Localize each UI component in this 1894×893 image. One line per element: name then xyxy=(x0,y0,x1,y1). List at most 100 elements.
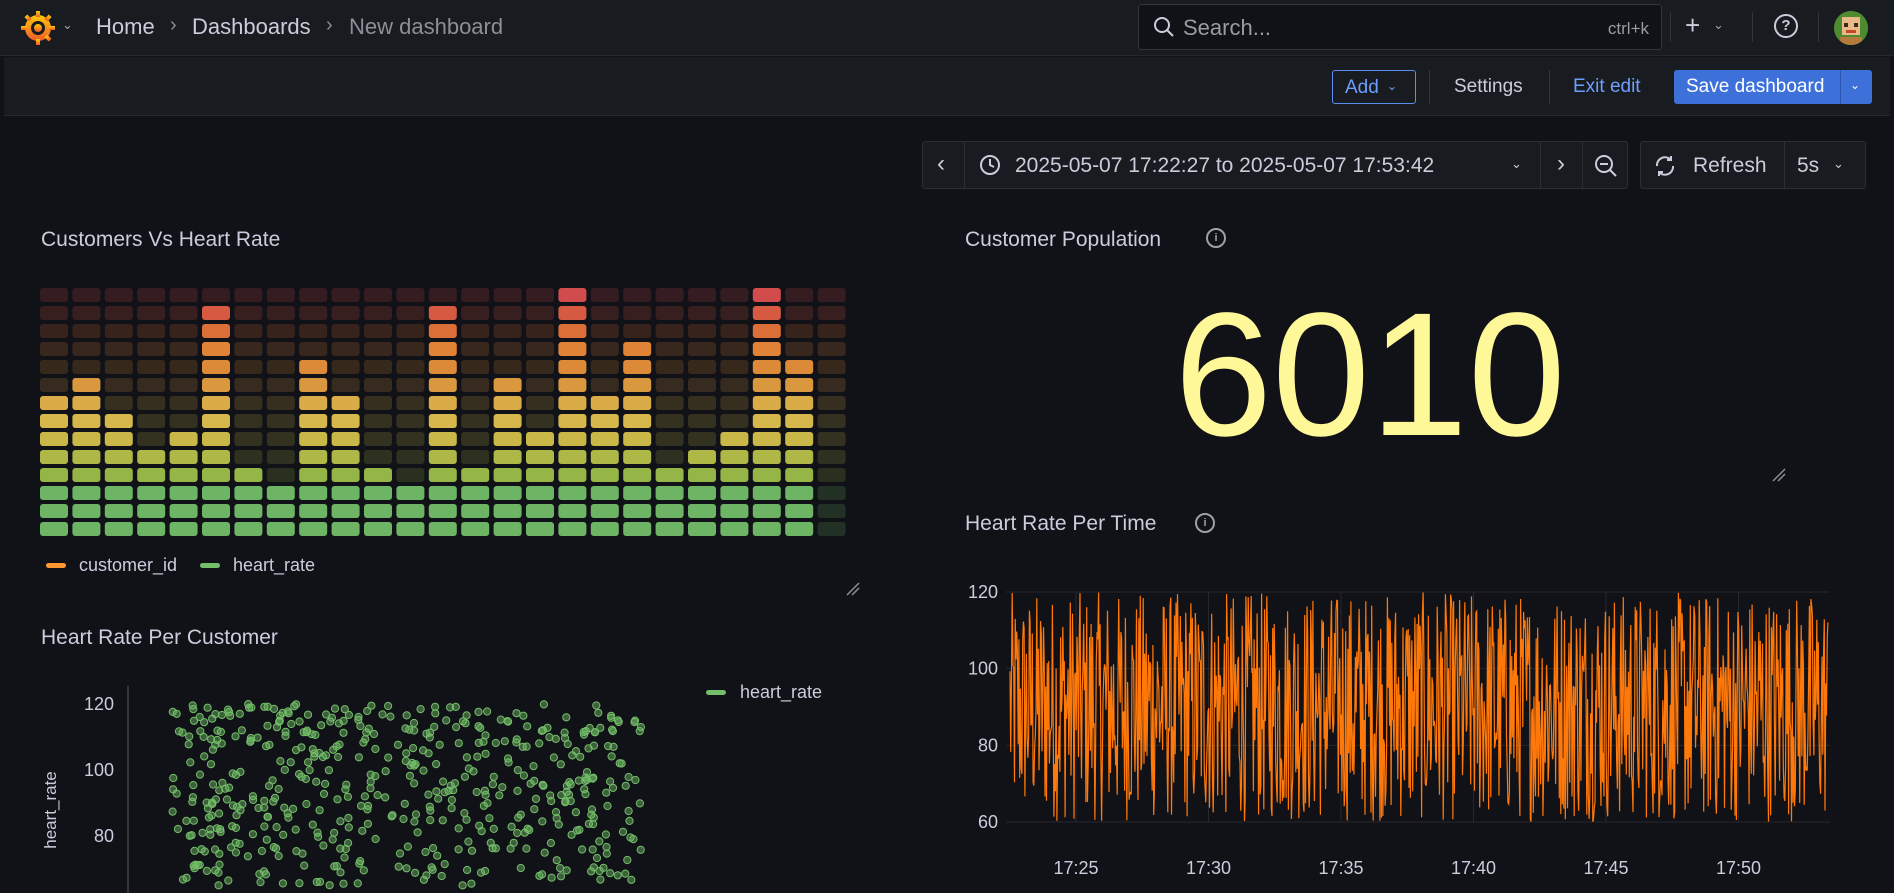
bar-gauge-cell-lit xyxy=(752,288,781,302)
bar-gauge-cell-lit xyxy=(396,504,425,518)
chevron-right-icon: › xyxy=(1557,150,1565,177)
chevron-down-icon: ⌄ xyxy=(1833,156,1844,171)
save-dashboard-button[interactable]: Save dashboard ⌄ xyxy=(1674,70,1872,104)
bar-gauge-cell xyxy=(266,396,295,410)
scatter-point xyxy=(302,728,311,737)
scatter-point xyxy=(208,714,217,723)
scatter-point xyxy=(451,702,460,711)
scatter-point xyxy=(249,795,258,805)
bar-gauge-cell xyxy=(137,360,166,374)
scatter-point xyxy=(222,795,232,804)
scatter-point xyxy=(198,828,207,837)
chevron-down-icon[interactable]: ⌄ xyxy=(62,17,73,32)
scatter-point xyxy=(254,803,263,813)
bar-gauge-cell xyxy=(137,324,166,338)
settings-button[interactable]: Settings xyxy=(1454,76,1523,97)
resize-handle-icon[interactable] xyxy=(846,582,860,596)
bar-gauge-cell-lit xyxy=(590,522,619,536)
breadcrumb-home[interactable]: Home xyxy=(96,14,155,39)
bar-gauge-cell xyxy=(396,324,425,338)
scatter-point xyxy=(624,806,633,816)
zoom-out-icon xyxy=(1595,155,1617,177)
scatter-point xyxy=(618,827,628,836)
legend-item-heart-rate[interactable]: heart_rate xyxy=(740,682,823,702)
scatter-point xyxy=(472,787,481,797)
time-range-picker: ‹ 2025-05-07 17:22:27 to 2025-05-07 17:5… xyxy=(922,141,1628,189)
bar-gauge-cell xyxy=(817,378,846,392)
time-back-button[interactable]: ‹ xyxy=(923,142,965,188)
bar-gauge-cell-lit xyxy=(558,324,587,338)
bar-gauge-cell xyxy=(461,324,490,338)
zoom-out-button[interactable] xyxy=(1583,142,1627,188)
panel-title-customer-population[interactable]: Customer Population xyxy=(965,228,1162,251)
panel-title-customers-vs-heart-rate[interactable]: Customers Vs Heart Rate xyxy=(41,228,281,251)
legend-item-heart-rate[interactable]: heart_rate xyxy=(233,555,316,575)
scatter-point xyxy=(431,702,440,711)
scatter-point xyxy=(319,841,328,850)
bar-gauge-cell-lit xyxy=(428,342,457,356)
search-input[interactable]: Search... ctrl+k xyxy=(1138,4,1662,50)
scatter-point xyxy=(437,871,446,881)
bar-gauge-cell xyxy=(299,306,328,320)
panel-title-heart-rate-per-customer[interactable]: Heart Rate Per Customer xyxy=(41,626,278,649)
add-button[interactable]: Add ⌄ xyxy=(1332,70,1416,104)
chevron-down-icon[interactable]: ⌄ xyxy=(1713,17,1724,32)
bar-gauge-cell xyxy=(169,396,198,410)
refresh-button[interactable]: Refresh xyxy=(1641,142,1785,188)
breadcrumb-dashboards[interactable]: Dashboards xyxy=(192,14,311,39)
legend-item-customer-id[interactable]: customer_id xyxy=(79,555,178,575)
scatter-point xyxy=(476,723,485,733)
scatter-point xyxy=(427,863,436,872)
scatter-point xyxy=(462,753,471,762)
bar-gauge-cell-lit xyxy=(590,396,619,410)
grafana-logo-icon[interactable] xyxy=(20,10,56,46)
bar-gauge-cell-lit xyxy=(428,414,457,428)
bar-gauge-cell xyxy=(623,324,652,338)
bar-gauge-cell xyxy=(234,342,263,356)
scatter-point xyxy=(503,717,512,726)
chevron-down-icon[interactable]: ⌄ xyxy=(1850,78,1861,92)
bar-gauge-cell-lit xyxy=(266,522,295,536)
scatter-point xyxy=(513,786,522,796)
refresh-interval-select[interactable]: 5s ⌄ xyxy=(1785,142,1865,188)
bar-gauge-cell-lit xyxy=(202,360,230,374)
scatter-point xyxy=(410,779,419,788)
scatter-point xyxy=(416,705,425,714)
time-forward-button[interactable]: › xyxy=(1541,142,1583,188)
scatter-point xyxy=(589,741,599,750)
scatter-point xyxy=(371,772,380,781)
bar-gauge-cell xyxy=(169,360,198,374)
bar-gauge-cell xyxy=(396,396,425,410)
info-icon[interactable]: i xyxy=(1195,513,1215,533)
panel-title-heart-rate-per-time[interactable]: Heart Rate Per Time xyxy=(965,512,1157,535)
bar-gauge-cell xyxy=(266,432,295,446)
avatar[interactable] xyxy=(1834,11,1868,45)
exit-edit-button[interactable]: Exit edit xyxy=(1573,76,1641,97)
scatter-point xyxy=(191,860,200,869)
scatter-point xyxy=(329,745,338,754)
scatter-point xyxy=(328,835,337,844)
bar-gauge-cell-lit xyxy=(493,432,522,446)
time-range-button[interactable]: 2025-05-07 17:22:27 to 2025-05-07 17:53:… xyxy=(965,142,1541,188)
scatter-point xyxy=(339,728,348,737)
scatter-point xyxy=(596,723,605,732)
bar-gauge-cell-lit xyxy=(493,450,522,464)
bar-gauge-cell-lit xyxy=(169,522,198,536)
plus-icon[interactable]: + xyxy=(1685,10,1701,40)
scatter-point xyxy=(447,795,456,805)
y-tick-label: 120 xyxy=(968,582,998,602)
scatter-point xyxy=(547,873,556,882)
legend-swatch-heart-rate xyxy=(706,690,726,695)
refresh-picker: Refresh 5s ⌄ xyxy=(1640,141,1866,189)
scatter-point xyxy=(190,846,199,855)
scatter-point xyxy=(340,853,349,862)
scatter-point xyxy=(263,721,272,730)
bar-gauge-cell-lit xyxy=(623,414,652,428)
x-tick-label: 17:45 xyxy=(1583,858,1628,878)
help-icon[interactable]: ? xyxy=(1774,14,1798,38)
resize-handle-icon[interactable] xyxy=(1772,468,1786,482)
bar-gauge-cell-lit xyxy=(299,396,328,410)
info-icon[interactable]: i xyxy=(1206,228,1226,248)
scatter-point xyxy=(206,760,216,769)
legend-swatch-customer-id xyxy=(46,563,66,568)
